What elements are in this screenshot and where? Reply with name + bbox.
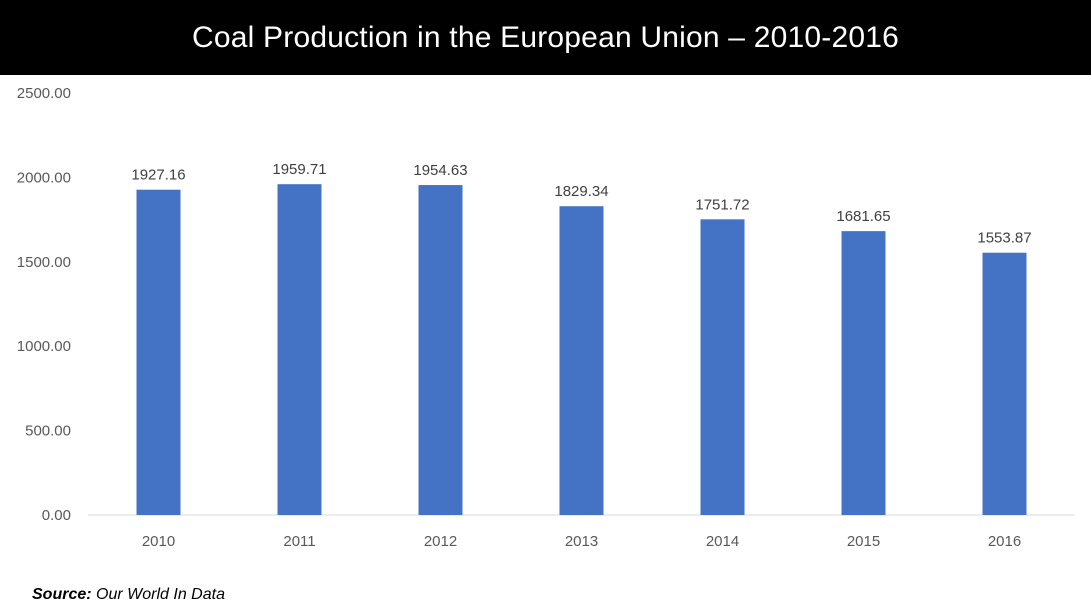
data-label-2013: 1829.34 [554, 183, 608, 200]
x-tick-label-2011: 2011 [283, 533, 315, 550]
x-tick-label-2013: 2013 [565, 533, 598, 550]
source-note: Source: Our World In Data [32, 586, 225, 604]
bar-2016 [982, 252, 1027, 516]
source-label: Source: [32, 586, 92, 603]
data-label-2015: 1681.65 [836, 208, 890, 225]
y-tick-label: 1000.00 [17, 338, 71, 355]
data-label-2014: 1751.72 [695, 196, 749, 213]
y-tick-label: 1500.00 [17, 254, 71, 271]
y-tick-label: 0.00 [42, 507, 71, 524]
x-tick-label-2015: 2015 [847, 533, 880, 550]
data-label-2012: 1954.63 [413, 162, 467, 179]
bar-chart: 0.00 500.00 1000.00 1500.00 2000.00 2500.00 2… [17, 85, 1075, 550]
bar-2010 [136, 189, 181, 516]
bar-2015 [841, 231, 886, 515]
title-bar: Coal Production in the European Union – … [0, 0, 1091, 75]
data-label-2010: 1927.16 [131, 167, 185, 184]
x-tick-label-2014: 2014 [706, 533, 739, 550]
bar-2013 [559, 206, 604, 516]
bar-2014 [700, 219, 745, 515]
y-tick-label: 2000.00 [17, 169, 71, 186]
x-tick-label-2012: 2012 [424, 533, 457, 550]
data-label-2011: 1959.71 [272, 161, 326, 178]
data-label-2016: 1553.87 [977, 230, 1031, 247]
data-labels: 1927.16 1959.71 1954.63 1829.34 1751.72 1681.… [131, 161, 1031, 247]
x-tick-label-2016: 2016 [988, 533, 1021, 550]
y-axis: 0.00 500.00 1000.00 1500.00 2000.00 2500.00 [17, 85, 71, 524]
bar-2011 [277, 184, 322, 515]
y-tick-label: 2500.00 [17, 85, 71, 102]
x-axis: 2010 2011 2012 2013 2014 2015 2016 [88, 514, 1075, 550]
chart-title: Coal Production in the European Union – … [192, 20, 899, 54]
source-text: Our World In Data [96, 586, 225, 603]
y-tick-label: 500.00 [25, 423, 71, 440]
bar-2012 [418, 185, 463, 515]
bar-series [136, 184, 1027, 516]
x-tick-label-2010: 2010 [142, 533, 175, 550]
